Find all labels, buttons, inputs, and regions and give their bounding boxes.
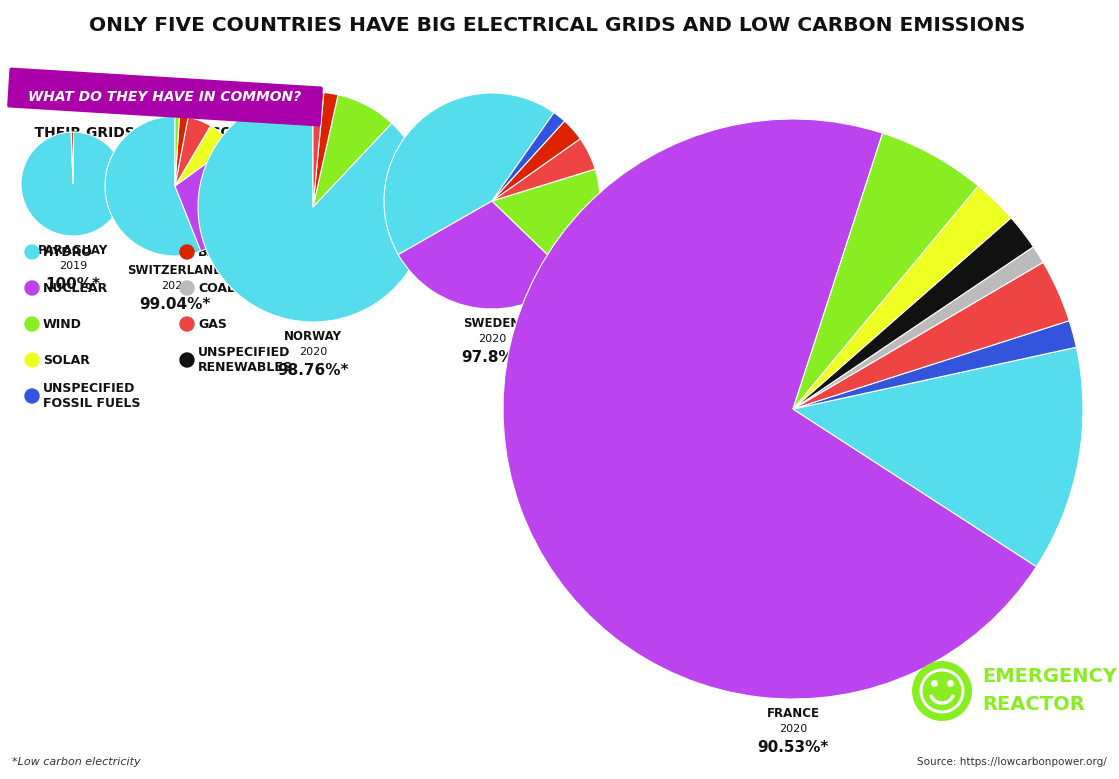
Text: UNSPECIFIED
FOSSIL FUELS: UNSPECIFIED FOSSIL FUELS bbox=[43, 382, 141, 410]
Text: Source: https://lowcarbonpower.org/: Source: https://lowcarbonpower.org/ bbox=[918, 757, 1107, 767]
Wedge shape bbox=[313, 93, 338, 207]
Wedge shape bbox=[175, 125, 232, 186]
Text: HYDRO: HYDRO bbox=[43, 245, 93, 259]
Wedge shape bbox=[492, 112, 565, 201]
FancyBboxPatch shape bbox=[7, 68, 322, 126]
Text: FRANCE: FRANCE bbox=[767, 707, 819, 720]
Wedge shape bbox=[72, 132, 74, 184]
Wedge shape bbox=[175, 118, 210, 186]
Text: 100%*: 100%* bbox=[46, 277, 101, 292]
Wedge shape bbox=[793, 218, 1033, 409]
Text: 97.8%*: 97.8%* bbox=[462, 350, 523, 365]
Text: 99.04%*: 99.04%* bbox=[139, 297, 210, 312]
Text: 98.76%*: 98.76%* bbox=[278, 363, 349, 378]
Text: SOLAR: SOLAR bbox=[43, 354, 90, 366]
Wedge shape bbox=[504, 119, 1036, 699]
Wedge shape bbox=[793, 247, 1043, 409]
Circle shape bbox=[912, 661, 972, 721]
Wedge shape bbox=[793, 263, 1070, 409]
Wedge shape bbox=[105, 116, 200, 256]
Wedge shape bbox=[313, 92, 323, 207]
Wedge shape bbox=[793, 133, 978, 409]
Wedge shape bbox=[21, 132, 125, 236]
Circle shape bbox=[920, 668, 965, 714]
Circle shape bbox=[180, 281, 194, 295]
Wedge shape bbox=[793, 321, 1076, 409]
Text: 2020: 2020 bbox=[299, 347, 327, 357]
Circle shape bbox=[180, 317, 194, 331]
Wedge shape bbox=[198, 92, 427, 322]
Text: WHAT DO THEY HAVE IN COMMON?: WHAT DO THEY HAVE IN COMMON? bbox=[28, 90, 301, 104]
Wedge shape bbox=[793, 186, 1012, 409]
Circle shape bbox=[25, 389, 39, 403]
Text: 2019: 2019 bbox=[59, 261, 87, 271]
Text: SWITZERLAND: SWITZERLAND bbox=[126, 264, 223, 277]
Text: NORWAY: NORWAY bbox=[284, 330, 342, 343]
Text: 2020: 2020 bbox=[478, 334, 506, 344]
Wedge shape bbox=[492, 139, 595, 201]
Wedge shape bbox=[384, 93, 554, 255]
Circle shape bbox=[25, 245, 39, 259]
Circle shape bbox=[25, 353, 39, 367]
Circle shape bbox=[922, 671, 961, 710]
Text: NUCLEAR: NUCLEAR bbox=[43, 281, 109, 294]
Wedge shape bbox=[398, 201, 570, 309]
Text: REACTOR: REACTOR bbox=[982, 696, 1084, 714]
Circle shape bbox=[25, 317, 39, 331]
Text: GAS: GAS bbox=[198, 318, 227, 330]
Wedge shape bbox=[313, 95, 392, 207]
Text: WIND: WIND bbox=[43, 318, 82, 330]
Text: HYDRO AND NUCLEAR ENERGY,: HYDRO AND NUCLEAR ENERGY, bbox=[15, 149, 278, 163]
Text: BIOFUELS: BIOFUELS bbox=[198, 245, 266, 259]
Circle shape bbox=[180, 353, 194, 367]
Wedge shape bbox=[492, 121, 581, 201]
Text: *Low carbon electricity: *Low carbon electricity bbox=[12, 757, 141, 767]
Text: WIND AND SOLAR ON TOP: WIND AND SOLAR ON TOP bbox=[15, 195, 238, 209]
Wedge shape bbox=[175, 116, 179, 186]
Wedge shape bbox=[793, 347, 1083, 566]
Text: 2020: 2020 bbox=[161, 281, 189, 291]
Text: EMERGENCY: EMERGENCY bbox=[982, 668, 1117, 686]
Text: 2020: 2020 bbox=[779, 724, 807, 734]
Text: SWEDEN: SWEDEN bbox=[463, 317, 520, 330]
Circle shape bbox=[25, 281, 39, 295]
Wedge shape bbox=[492, 169, 600, 276]
Text: UNSPECIFIED
RENEWABLES: UNSPECIFIED RENEWABLES bbox=[198, 346, 293, 374]
Text: ONLY FIVE COUNTRIES HAVE BIG ELECTRICAL GRIDS AND LOW CARBON EMISSIONS: ONLY FIVE COUNTRIES HAVE BIG ELECTRICAL … bbox=[88, 16, 1025, 35]
Text: COALS: COALS bbox=[198, 281, 244, 294]
Text: THEIR GRIDS RELY ON CONSTANT: THEIR GRIDS RELY ON CONSTANT bbox=[15, 126, 294, 140]
Text: WITH LITTLE BIT OF INTERMITTENT: WITH LITTLE BIT OF INTERMITTENT bbox=[15, 172, 310, 186]
Text: 90.53%*: 90.53%* bbox=[758, 740, 829, 755]
Wedge shape bbox=[175, 116, 188, 186]
Circle shape bbox=[180, 245, 194, 259]
Text: PARAGUAY: PARAGUAY bbox=[38, 244, 109, 257]
Wedge shape bbox=[175, 145, 245, 251]
